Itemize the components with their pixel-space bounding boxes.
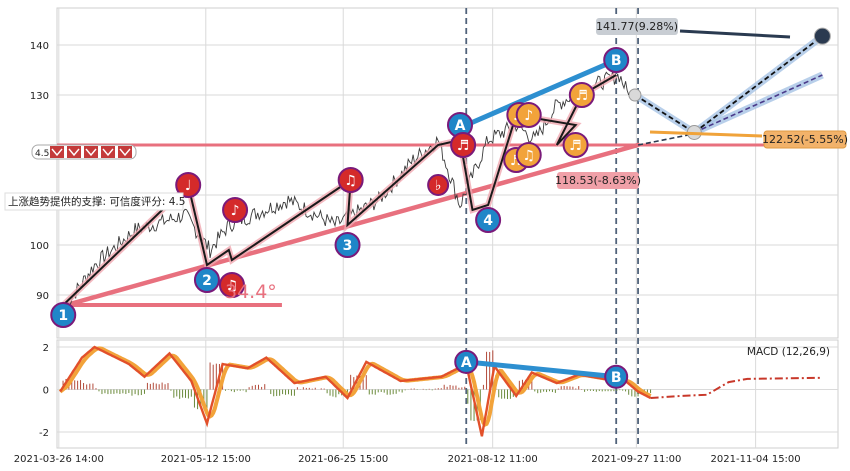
price-ytick-label: 140 [30,41,49,52]
note-marker [175,172,202,198]
support-text: 上涨趋势提供的支撑: 可信度评分: 4.5 [8,195,185,208]
score-icon-mark [85,148,97,157]
xtick-label: 2021-06-25 15:00 [298,454,388,465]
forecast-path-down [634,94,695,134]
score-icon-mark [51,148,63,157]
forecast-low-label: 118.53(-8.63%) [555,174,641,187]
note-glyph: ♫ [522,148,535,164]
trend-support-line [64,131,701,308]
wave-label: B [611,53,622,69]
forecast-high-arrow [679,29,791,39]
macd-ytick-label: 2 [43,343,49,354]
forecast-mid-box [763,130,847,149]
wave-label: 1 [58,308,68,324]
score-icon [50,146,64,158]
note-glyph: ♫ [226,278,239,294]
macd-divergence-badge [604,364,629,389]
macd-forecast-line [650,376,823,399]
note-marker [515,102,542,128]
elliott-waves: 1 2 3 A 4 B [50,47,630,328]
macd-divergence-line [465,359,617,380]
score-icon [118,146,132,158]
wave-path [62,74,617,306]
price-panel-frame [56,7,839,339]
note-glyph: ♩ [185,178,192,194]
macd-divergence-badge [454,349,479,374]
vertical-markers [465,8,639,448]
score-icon-mark [68,148,80,157]
forecast-high-box [596,18,678,35]
note-glyph: ♫ [344,173,357,189]
wave-label: 4 [483,213,493,229]
macd-ytick-label: 0 [43,386,49,397]
score-icon [67,146,81,158]
wave-label: 2 [202,273,212,289]
forecast-path-up [693,35,823,134]
note-marker [562,132,589,158]
forecast-mid-label: 122.52(-5.55%) [762,133,848,146]
macd-divergence-label: B [611,370,622,386]
note-glyph: ♭ [435,178,442,194]
note-marker [450,132,477,158]
macd-panel-frame [56,339,839,449]
price-ytick-label: 100 [30,241,49,252]
wave-label: A [455,118,466,134]
note-marker [427,174,450,196]
note-marker [222,197,249,223]
xtick-label: 2021-11-04 15:00 [711,454,801,465]
price-ytick-label: 90 [36,291,49,302]
wave-badge [475,207,502,233]
angle-label: 34.4° [225,281,277,303]
wave-badge [50,302,77,328]
forecast-mid-arrow [649,130,763,138]
forecast-high-label: 141.77(9.28%) [596,20,678,33]
support-trendline [64,142,641,308]
wave-label: 3 [343,238,353,254]
wave-ab-connector [465,57,618,128]
note-marker [218,272,245,298]
note-glyph: ♪ [231,203,240,219]
forecast-path-mid [693,74,823,134]
signal-notes: ♩♪♫♫♭♬♬♪♬♫♬♬ [175,82,595,298]
forecast-end-dot [813,27,831,45]
macd-title: MACD (12,26,9) [747,346,830,358]
support-text-box [4,192,184,211]
axis-ticks: 90 100 130 140 -2 0 2 2021-03-26 14:00 2021-05-1… [14,41,801,465]
score-badge-value: 4.5 [35,149,49,159]
note-glyph: ♬ [569,138,582,154]
price-grid [56,7,839,339]
price-ytick-label: 130 [30,91,49,102]
xtick-label: 2021-08-12 11:00 [448,454,538,465]
forecast-low-box [557,172,639,189]
macd-divergence-label: A [461,355,472,371]
support-extension [637,131,701,146]
note-marker [515,142,542,168]
xtick-label: 2021-09-27 11:00 [591,454,681,465]
score-icon-mark [119,148,131,157]
macd-ytick-label: -2 [39,428,49,439]
wave-badge [193,267,220,293]
note-glyph: ♬ [457,138,470,154]
score-icon [101,146,115,158]
annotation-labels: 34.4° 141.77(9.28%) 122.52(-5.55%) 118.53(-… [4,18,848,303]
xtick-label: 2021-05-12 15:00 [161,454,251,465]
note-glyph: ♬ [576,88,589,104]
note-glyph: ♪ [524,108,533,124]
xtick-label: 2021-03-26 14:00 [14,454,104,465]
wave-badge [334,232,361,258]
macd-signal-line [58,346,652,428]
note-marker [568,82,595,108]
forecast-start-dot [628,88,642,102]
macd-line [59,345,652,437]
note-marker [337,167,364,193]
score-icon-mark [102,148,114,157]
macd-series: A B MACD (12,26,9) [58,345,830,437]
score-icon [84,146,98,158]
wave-badge [603,47,630,73]
